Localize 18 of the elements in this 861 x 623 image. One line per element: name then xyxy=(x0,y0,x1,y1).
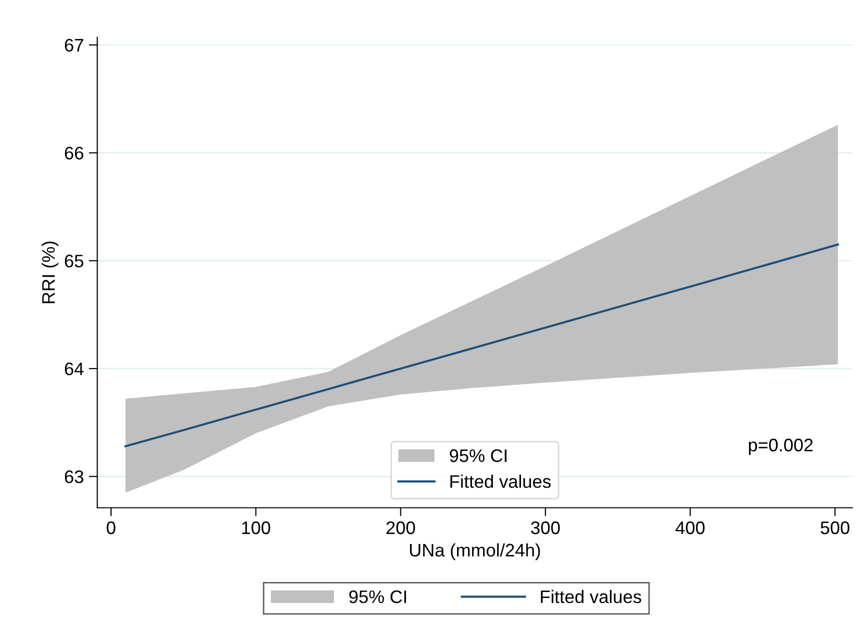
text: 95% CI xyxy=(349,590,406,604)
x-tick-label: 100 xyxy=(242,521,270,534)
legend-label: Fitted values xyxy=(450,474,551,488)
y-tick-label: 67 xyxy=(64,38,84,52)
annotation: p=0.002 xyxy=(748,438,813,456)
y-tick-label: 66 xyxy=(64,146,84,160)
x-tick-label: 300 xyxy=(531,521,560,534)
annotation: 95% CI xyxy=(450,449,506,462)
x-tick-label: 400 xyxy=(676,521,705,534)
y-axis-title: RRI (%) xyxy=(42,242,58,304)
x-tick-label: 500 xyxy=(820,521,850,534)
y-tick-label: 64 xyxy=(64,362,84,376)
x-tick-label: 0 xyxy=(106,521,116,534)
text: Fitted values xyxy=(540,590,642,604)
y-tick-label: 63 xyxy=(64,470,84,484)
x-axis-title: UNa (mmol/24h) xyxy=(410,543,540,560)
x-tick-label: 200 xyxy=(386,521,415,534)
y-tick-label: 65 xyxy=(64,254,84,268)
